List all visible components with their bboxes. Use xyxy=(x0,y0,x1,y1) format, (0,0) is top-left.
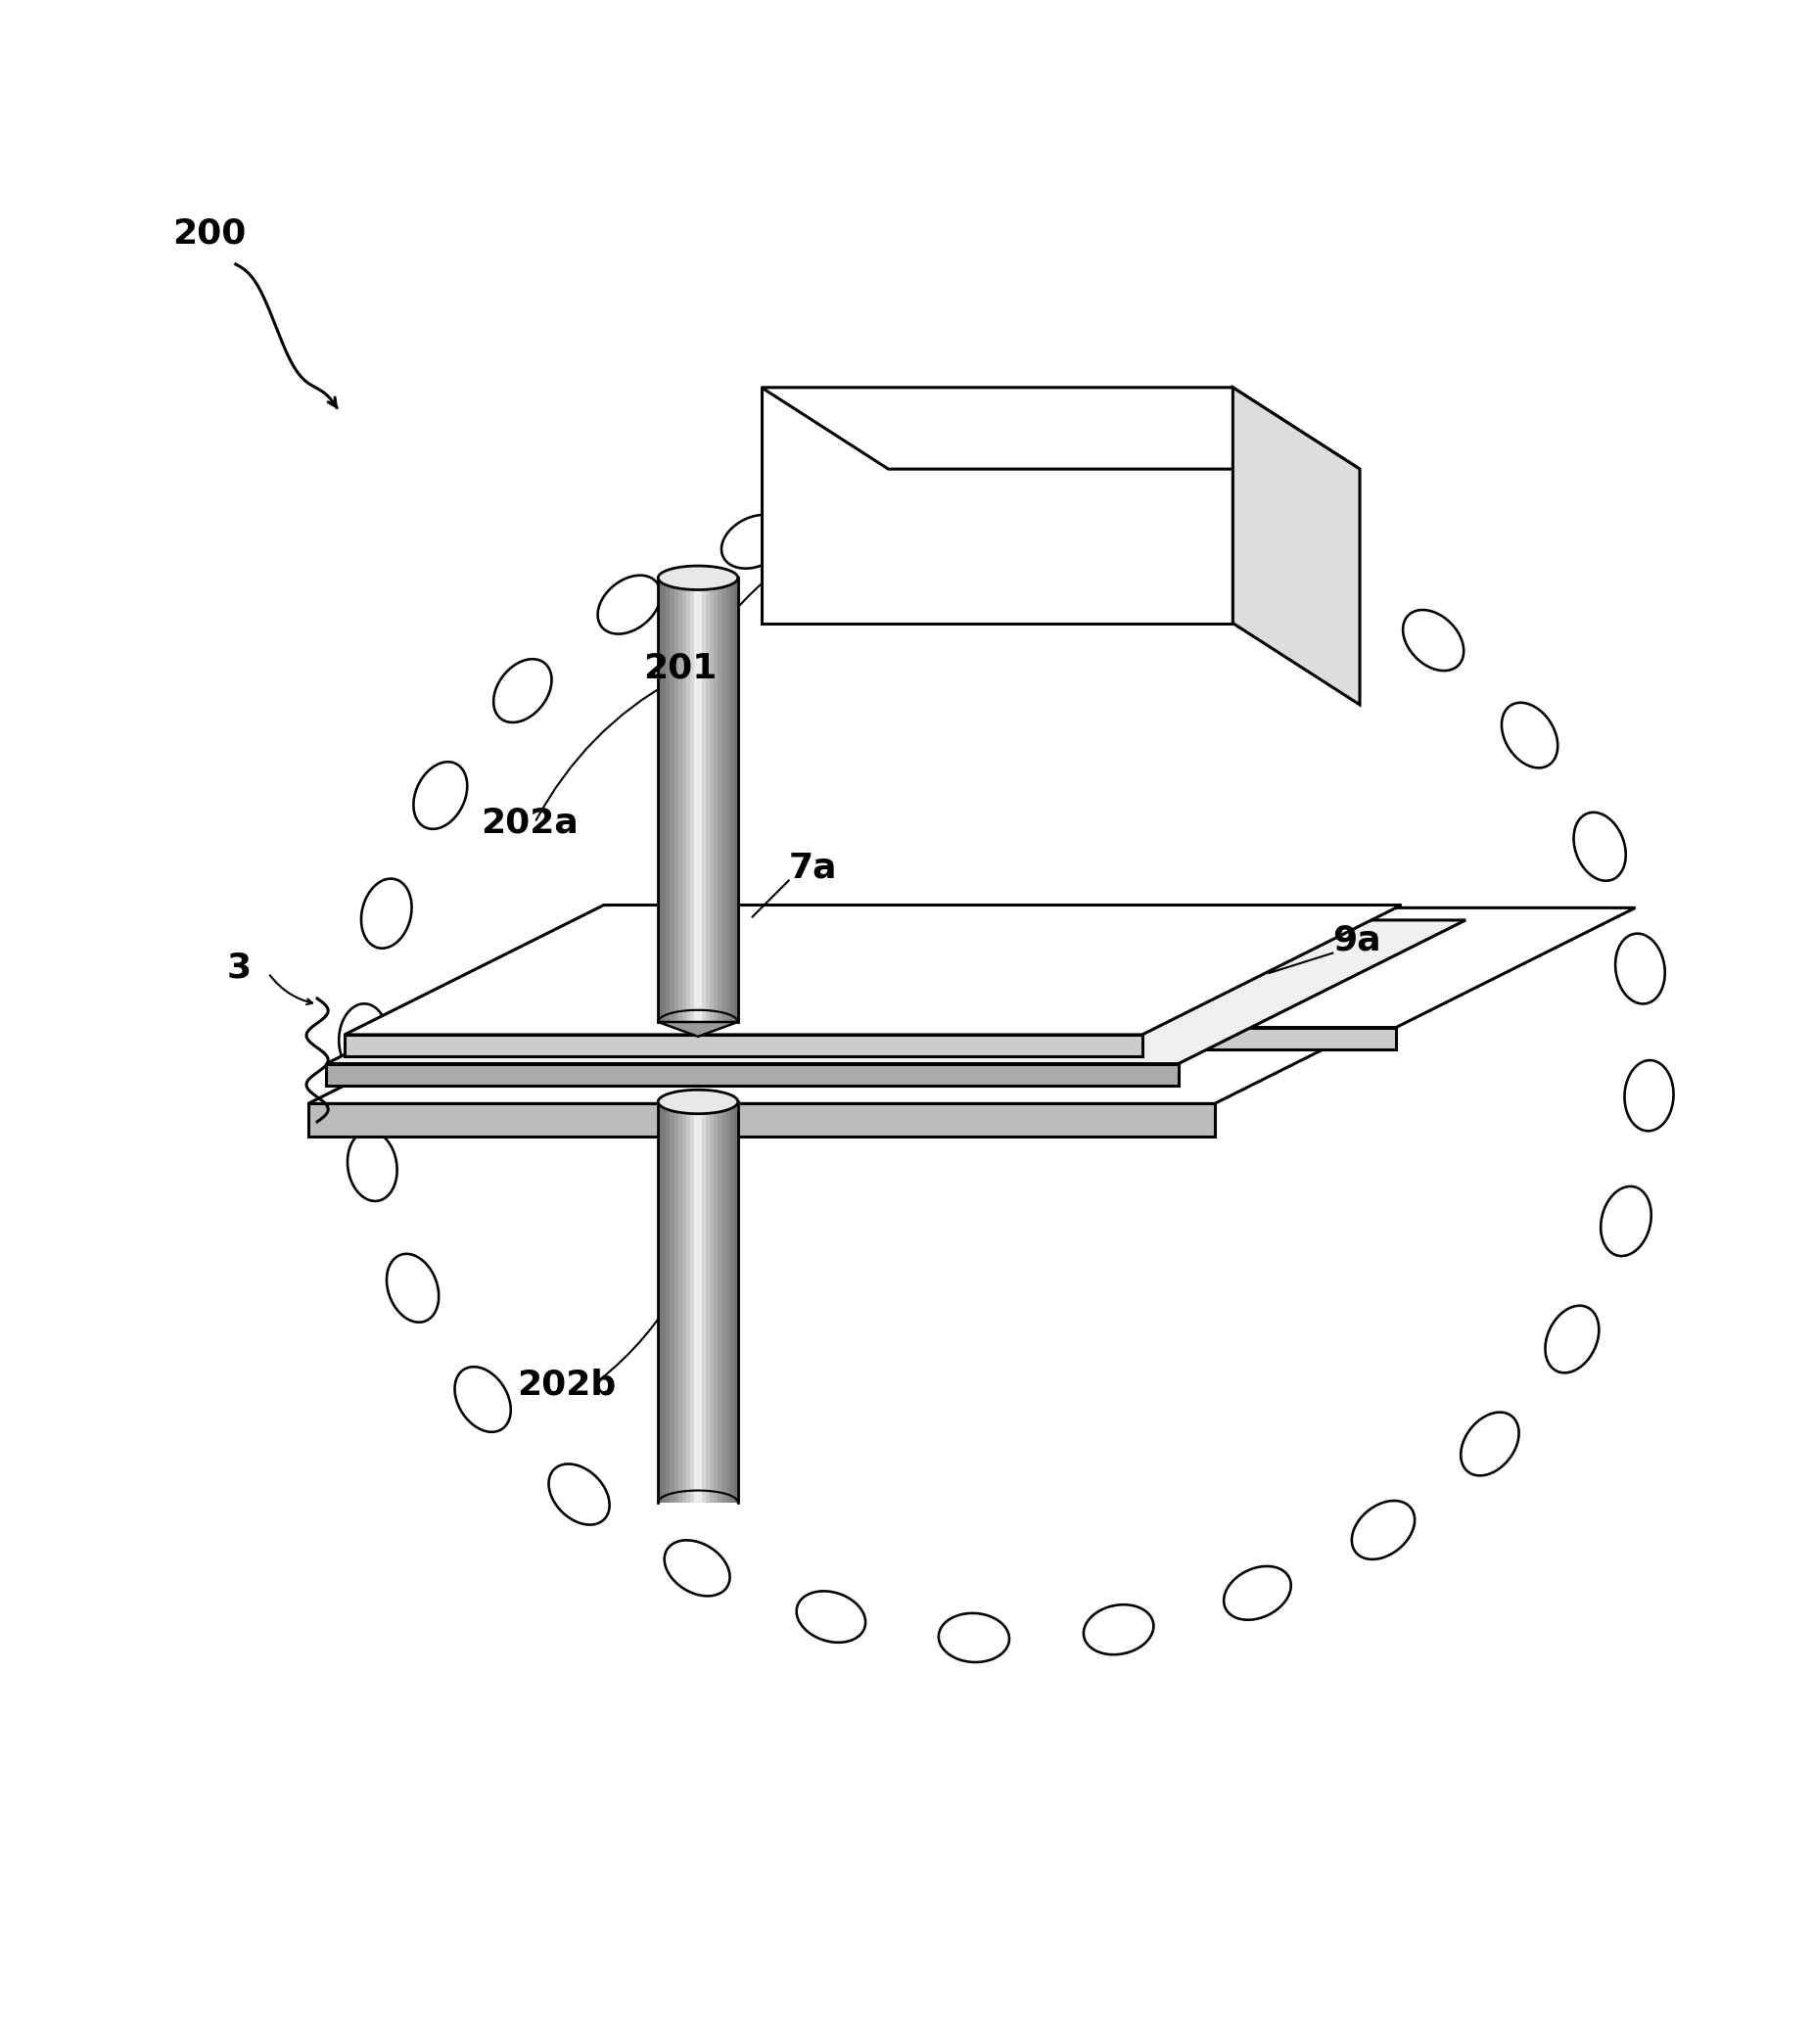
Polygon shape xyxy=(711,1102,716,1502)
Polygon shape xyxy=(725,578,732,1022)
Polygon shape xyxy=(674,1102,680,1502)
Polygon shape xyxy=(455,1367,511,1433)
Polygon shape xyxy=(658,1089,738,1114)
Polygon shape xyxy=(714,1102,720,1502)
Polygon shape xyxy=(326,920,1465,1063)
Polygon shape xyxy=(658,1102,664,1502)
Polygon shape xyxy=(1501,703,1557,769)
Polygon shape xyxy=(722,515,789,568)
Polygon shape xyxy=(658,566,738,591)
Text: 202a: 202a xyxy=(480,805,578,840)
Polygon shape xyxy=(1624,1061,1673,1130)
Polygon shape xyxy=(685,578,693,1022)
Polygon shape xyxy=(694,1102,700,1502)
Polygon shape xyxy=(658,1022,738,1036)
Polygon shape xyxy=(691,1102,696,1502)
Polygon shape xyxy=(549,1464,609,1525)
Polygon shape xyxy=(761,388,1360,468)
Polygon shape xyxy=(859,480,928,529)
Polygon shape xyxy=(344,1034,1142,1057)
Polygon shape xyxy=(671,1102,676,1502)
Polygon shape xyxy=(493,658,551,722)
Polygon shape xyxy=(1224,1566,1291,1619)
Polygon shape xyxy=(308,1104,1215,1136)
Polygon shape xyxy=(702,1102,707,1502)
Polygon shape xyxy=(361,879,412,948)
Polygon shape xyxy=(682,578,687,1022)
Text: 9a: 9a xyxy=(1333,924,1382,957)
Polygon shape xyxy=(1615,934,1664,1004)
Polygon shape xyxy=(718,1102,723,1502)
Polygon shape xyxy=(718,578,723,1022)
Polygon shape xyxy=(698,1102,703,1502)
Polygon shape xyxy=(705,578,713,1022)
Polygon shape xyxy=(598,574,660,634)
Polygon shape xyxy=(662,578,667,1022)
Polygon shape xyxy=(1574,811,1626,881)
Polygon shape xyxy=(722,1102,727,1502)
Polygon shape xyxy=(344,905,1401,1034)
Polygon shape xyxy=(997,908,1635,1028)
Polygon shape xyxy=(326,1063,1178,1085)
Polygon shape xyxy=(722,578,727,1022)
Polygon shape xyxy=(413,762,468,830)
Polygon shape xyxy=(725,1102,732,1502)
Polygon shape xyxy=(1233,388,1360,705)
Text: 7a: 7a xyxy=(789,850,838,885)
Polygon shape xyxy=(665,578,673,1022)
Polygon shape xyxy=(1084,1605,1153,1654)
Polygon shape xyxy=(664,1541,731,1596)
Polygon shape xyxy=(1003,472,1073,521)
Polygon shape xyxy=(731,1102,736,1502)
Polygon shape xyxy=(702,578,707,1022)
Polygon shape xyxy=(678,578,684,1022)
Text: 201: 201 xyxy=(644,652,718,685)
Polygon shape xyxy=(1403,609,1463,670)
Polygon shape xyxy=(339,1004,388,1075)
Polygon shape xyxy=(685,1102,693,1502)
Polygon shape xyxy=(678,1102,684,1502)
Text: 200: 200 xyxy=(172,217,247,249)
Polygon shape xyxy=(734,578,740,1022)
Text: 3: 3 xyxy=(227,950,252,985)
Polygon shape xyxy=(1461,1412,1519,1476)
Polygon shape xyxy=(662,1102,667,1502)
Polygon shape xyxy=(665,1102,673,1502)
Polygon shape xyxy=(796,1590,865,1643)
Text: 202b: 202b xyxy=(517,1367,616,1402)
Polygon shape xyxy=(734,1102,740,1502)
Polygon shape xyxy=(705,1102,713,1502)
Polygon shape xyxy=(674,578,680,1022)
Polygon shape xyxy=(694,578,700,1022)
Polygon shape xyxy=(386,1253,439,1322)
Polygon shape xyxy=(691,578,696,1022)
Polygon shape xyxy=(671,578,676,1022)
Polygon shape xyxy=(698,578,703,1022)
Polygon shape xyxy=(1352,1500,1414,1560)
Polygon shape xyxy=(711,578,716,1022)
Polygon shape xyxy=(658,578,664,1022)
Polygon shape xyxy=(348,1130,397,1202)
Polygon shape xyxy=(939,1613,1010,1662)
Polygon shape xyxy=(1545,1306,1599,1374)
Polygon shape xyxy=(761,388,1233,623)
Polygon shape xyxy=(1601,1186,1652,1255)
Polygon shape xyxy=(714,578,720,1022)
Polygon shape xyxy=(1282,540,1349,595)
Polygon shape xyxy=(731,578,736,1022)
Polygon shape xyxy=(308,948,1527,1104)
Polygon shape xyxy=(1148,493,1217,544)
Polygon shape xyxy=(682,1102,687,1502)
Polygon shape xyxy=(997,1028,1396,1049)
